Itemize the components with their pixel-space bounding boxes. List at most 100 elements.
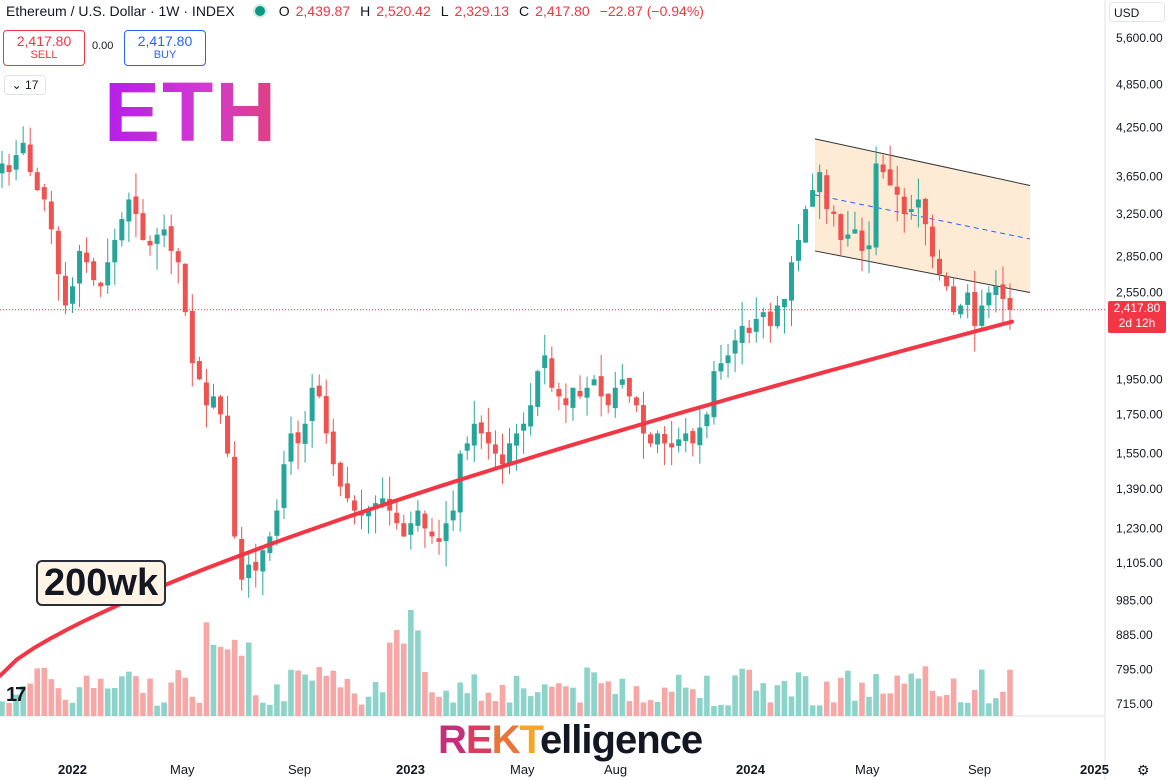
candle-body — [98, 282, 104, 287]
volume-bar — [584, 667, 590, 716]
candle-body — [147, 240, 153, 246]
y-tick-label: 885.00 — [1116, 628, 1153, 642]
volume-bar — [950, 678, 957, 716]
candle-body — [514, 433, 520, 446]
volume-bar — [365, 696, 372, 716]
volume-bar — [408, 609, 414, 716]
volume-bar — [119, 676, 125, 716]
candle-body — [20, 142, 26, 154]
candle-body — [302, 423, 308, 444]
volume-bar — [577, 702, 583, 716]
volume-bar — [351, 693, 358, 716]
volume-bar — [929, 690, 936, 716]
candle-body — [337, 462, 343, 487]
volume-bar — [915, 678, 922, 716]
high-value: 2,520.42 — [376, 3, 431, 19]
volume-bar — [753, 690, 760, 716]
low-label: L — [440, 3, 449, 19]
volume-bar — [802, 676, 809, 716]
candle-body — [1000, 284, 1006, 299]
candle-body — [394, 512, 400, 524]
volume-bar — [541, 684, 548, 716]
candle-body — [295, 432, 301, 444]
candle-body — [492, 444, 498, 454]
indicator-collapse-button[interactable]: ⌄ 17 — [4, 75, 46, 95]
candle-body — [704, 414, 710, 427]
last-price-tag: 2,417.80 2d 12h — [1108, 301, 1166, 333]
candle-body — [239, 538, 245, 580]
candle-body — [605, 393, 611, 406]
candle-body — [951, 286, 957, 313]
candle-body — [161, 229, 167, 236]
volume-bar — [210, 644, 217, 716]
candle-body — [408, 523, 414, 535]
gear-icon[interactable]: ⚙ — [1137, 762, 1150, 778]
volume-bar — [534, 692, 541, 716]
candle-body — [683, 433, 689, 441]
volume-bar — [386, 642, 393, 716]
volume-bar — [957, 702, 964, 716]
candle-body — [253, 561, 259, 571]
candle-body — [880, 164, 886, 173]
open-value: 2,439.87 — [295, 3, 351, 19]
currency-select[interactable]: USD — [1109, 2, 1165, 22]
volume-bar — [41, 667, 48, 716]
buy-button[interactable]: 2,417.80 BUY — [124, 30, 206, 66]
candle-body — [824, 175, 830, 210]
candle-body — [69, 286, 75, 304]
sell-button[interactable]: 2,417.80 SELL — [3, 30, 85, 66]
volume-bar — [1007, 669, 1013, 716]
volume-bar — [379, 692, 386, 716]
volume-bar — [795, 672, 802, 716]
candle-body — [309, 387, 315, 422]
candle-body — [41, 187, 47, 200]
volume-bar — [682, 687, 689, 716]
volume-bar — [415, 630, 421, 716]
candle-body — [401, 523, 407, 537]
candle-body — [591, 379, 597, 386]
y-tick-label: 795.00 — [1116, 663, 1153, 677]
candle-body — [937, 258, 943, 275]
candle-body — [753, 318, 759, 332]
candle-body — [655, 433, 661, 445]
candle-body — [443, 523, 449, 542]
volume-bar — [464, 693, 471, 716]
volume-bar — [104, 688, 111, 716]
volume-bar — [6, 702, 12, 716]
chart-header: Ethereum / U.S. Dollar · 1W · INDEX O 2,4… — [6, 3, 708, 19]
y-tick-label: 4,250.00 — [1116, 120, 1163, 134]
candle-body — [711, 371, 717, 418]
tradingview-logo[interactable]: 17 — [6, 684, 26, 706]
volume-bar — [147, 678, 153, 716]
candle-body — [1007, 297, 1013, 310]
candle-body — [260, 550, 266, 572]
candle-body — [718, 363, 724, 372]
volume-bar — [337, 687, 344, 716]
volume-bar — [245, 642, 252, 716]
candle-body — [225, 415, 231, 454]
change-value: −22.87 (−0.94%) — [599, 3, 704, 19]
ma-200wk-label: 200wk — [36, 560, 167, 606]
symbol-title[interactable]: Ethereum / U.S. Dollar · 1W · INDEX — [6, 3, 235, 19]
volume-bar — [69, 702, 76, 716]
volume-bar — [20, 686, 26, 716]
candle-body — [669, 443, 675, 448]
volume-bar — [62, 699, 69, 716]
volume-bar — [224, 649, 231, 716]
volume-bar — [126, 671, 132, 716]
volume-bar — [845, 670, 851, 716]
volume-bar — [880, 693, 886, 716]
candle-body — [168, 226, 174, 251]
volume-bar — [964, 702, 971, 716]
volume-bar — [704, 675, 710, 716]
candle-body — [366, 510, 372, 517]
volume-bar — [217, 646, 224, 716]
volume-bar — [633, 686, 640, 716]
candle-body — [27, 144, 33, 173]
volume-bar — [161, 702, 167, 716]
close-label: C — [519, 3, 530, 19]
high-label: H — [360, 3, 371, 19]
brand-letter-t: T — [519, 718, 540, 762]
candle-body — [436, 538, 442, 542]
